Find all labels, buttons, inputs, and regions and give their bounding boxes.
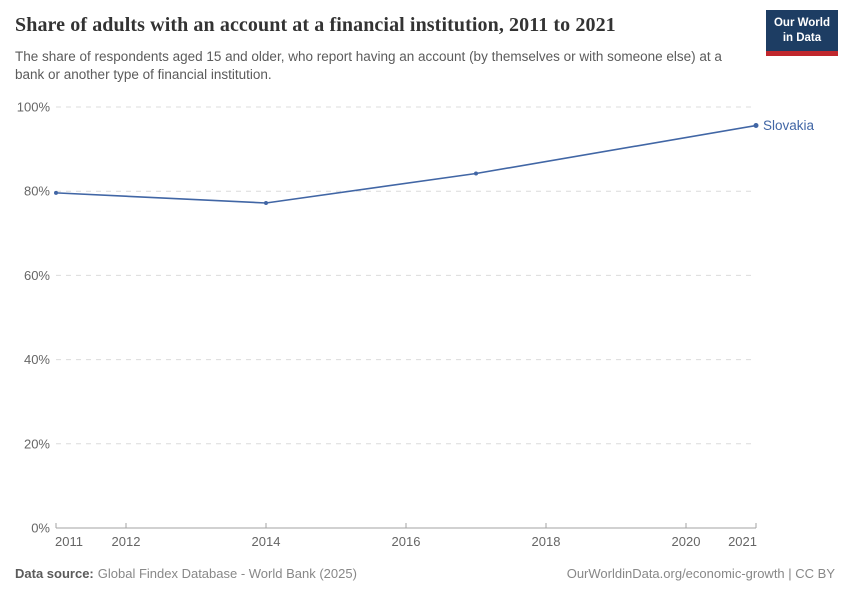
chart-title: Share of adults with an account at a fin… [15, 14, 616, 36]
line-chart: 0% 20% 40% 60% 80% 100% 2011 2012 2014 2016 2018 20… [17, 100, 815, 550]
y-axis-tick-label: 60% [24, 268, 50, 283]
data-source: Data source: Global Findex Database - Wor… [15, 566, 357, 581]
y-axis-tick-label: 80% [24, 184, 50, 199]
data-source-label: Data source: [15, 566, 94, 581]
series-label[interactable]: Slovakia [763, 118, 815, 133]
owid-logo-line2: in Data [782, 31, 822, 44]
x-axis-tick-label: 2016 [392, 534, 421, 549]
y-axis-tick-label: 0% [31, 521, 50, 536]
y-axis-tick-label: 100% [17, 100, 51, 115]
data-source-value: Global Findex Database - World Bank (202… [97, 566, 357, 581]
data-point[interactable] [753, 123, 759, 129]
y-axis-tick-label: 40% [24, 352, 50, 367]
x-axis-tick-label: 2012 [112, 534, 141, 549]
x-axis-tick-label: 2014 [252, 534, 281, 549]
data-point[interactable] [54, 190, 58, 195]
owid-logo-line1: Our World [773, 17, 830, 29]
x-axis-tick-label: 2021 [728, 534, 757, 549]
attribution-link[interactable]: OurWorldinData.org/economic-growth | CC … [566, 566, 835, 581]
chart-subtitle: The share of respondents aged 15 and old… [15, 49, 722, 82]
y-axis-tick-label: 20% [24, 436, 50, 451]
data-point[interactable] [474, 171, 478, 176]
x-axis-tick-label: 2020 [672, 534, 701, 549]
series-line-slovakia[interactable] [55, 124, 757, 204]
owid-logo[interactable]: Our World in Data [765, 10, 838, 56]
x-axis-tick-label: 2018 [532, 534, 561, 549]
x-axis-tick-label: 2011 [55, 534, 83, 549]
chart-footer: Data source: Global Findex Database - Wor… [15, 566, 835, 581]
data-point[interactable] [264, 200, 268, 205]
